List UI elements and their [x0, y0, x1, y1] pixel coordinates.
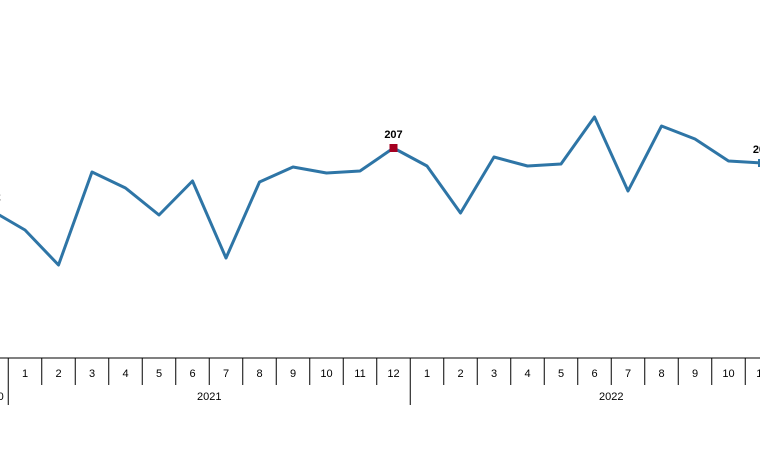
x-tick-label: 2	[55, 368, 61, 380]
x-tick-label: 7	[625, 368, 631, 380]
x-tick-label: 4	[122, 368, 128, 380]
x-tick-label: 8	[256, 368, 262, 380]
data-label: 201	[753, 144, 760, 156]
point-marker	[758, 159, 760, 167]
x-tick-label: 6	[591, 368, 597, 380]
x-tick-label: 3	[491, 368, 497, 380]
year-label: 2021	[197, 391, 221, 403]
year-label: 2022	[599, 391, 623, 403]
x-tick-label: 8	[658, 368, 664, 380]
data-label: 182	[0, 191, 1, 203]
x-tick-label: 11	[756, 368, 760, 380]
x-tick-label: 3	[89, 368, 95, 380]
x-tick-label: 7	[223, 368, 229, 380]
x-tick-label: 1	[424, 368, 430, 380]
x-tick-label: 5	[156, 368, 162, 380]
data-label: 207	[384, 129, 402, 141]
x-tick-label: 9	[290, 368, 296, 380]
x-tick-label: 5	[558, 368, 564, 380]
x-tick-label: 6	[189, 368, 195, 380]
x-tick-label: 1	[22, 368, 28, 380]
point-marker	[389, 144, 398, 152]
x-tick-label: 4	[524, 368, 530, 380]
x-tick-label: 10	[722, 368, 734, 380]
x-tick-label: 12	[387, 368, 399, 380]
x-tick-label: 10	[320, 368, 332, 380]
x-tick-label: 2	[457, 368, 463, 380]
x-tick-label: 9	[692, 368, 698, 380]
year-label: 2020	[0, 391, 4, 403]
x-tick-label: 11	[354, 368, 365, 380]
line	[0, 115, 760, 267]
